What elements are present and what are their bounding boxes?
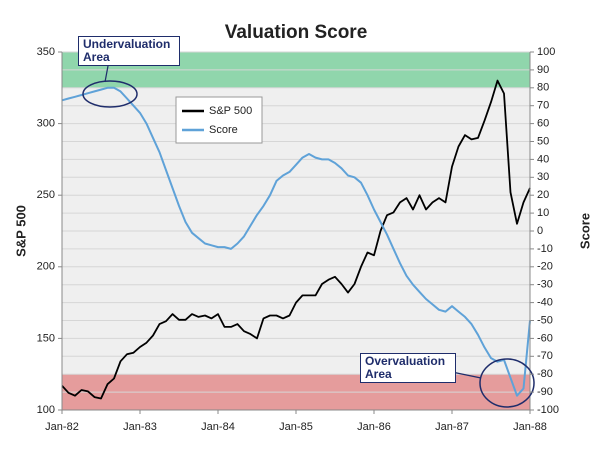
y-tick-label: 300 [37, 118, 55, 130]
y-tick-label: 200 [37, 261, 55, 273]
y2-tick-label: 40 [537, 153, 549, 165]
legend-box [175, 96, 263, 144]
y2-tick-label: -70 [537, 350, 553, 362]
y-axis-title: S&P 500 [13, 205, 28, 257]
y-tick-label: 350 [37, 46, 55, 58]
y-tick-label: 100 [37, 404, 55, 416]
x-tick-label: Jan-84 [201, 421, 235, 433]
callout-line [451, 371, 482, 379]
y2-tick-label: -60 [537, 332, 553, 344]
grid [62, 51, 530, 411]
series-line [61, 79, 531, 400]
y2-tick-label: 100 [537, 46, 555, 58]
callout-line [104, 65, 109, 83]
highlight-ellipse [82, 80, 138, 108]
y2-tick-label: 80 [537, 82, 549, 94]
annotation: Undervaluation Area [78, 36, 180, 66]
highlight-ellipse [479, 358, 535, 408]
y2-tick-label: -80 [537, 368, 553, 380]
y2-tick-label: 10 [537, 207, 549, 219]
y2-tick-label: 30 [537, 171, 549, 183]
y2-tick-label: 60 [537, 118, 549, 130]
y2-tick-label: -30 [537, 279, 553, 291]
legend: S&P 500 Score [175, 96, 263, 144]
y2-tick-label: 70 [537, 100, 549, 112]
y2-tick-label: 50 [537, 135, 549, 147]
y2-tick-label: 0 [537, 225, 543, 237]
y2-tick-label: -40 [537, 297, 553, 309]
x-tick-label: Jan-86 [357, 421, 391, 433]
x-tick-label: Jan-83 [123, 421, 157, 433]
y2-tick-label: -10 [537, 243, 553, 255]
x-tick-label: Jan-85 [279, 421, 313, 433]
chart-title: Valuation Score [225, 22, 368, 43]
series-line [61, 86, 531, 397]
legend-label: Score [209, 124, 238, 136]
annotation: Overvaluation Area [360, 353, 456, 383]
y2-tick-label: -90 [537, 386, 553, 398]
y2-tick-label: 90 [537, 64, 549, 76]
x-tick-label: Jan-88 [513, 421, 547, 433]
y-tick-label: 250 [37, 189, 55, 201]
x-tick-label: Jan-82 [45, 421, 79, 433]
y2-tick-label: -20 [537, 261, 553, 273]
y-tick-label: 150 [37, 332, 55, 344]
x-tick-label: Jan-87 [435, 421, 469, 433]
y2-tick-label: -50 [537, 314, 553, 326]
lines [61, 79, 531, 400]
legend-label: S&P 500 [209, 105, 252, 117]
y2-tick-label: -100 [537, 404, 559, 416]
y2-tick-label: 20 [537, 189, 549, 201]
y2-axis-title: Score [577, 213, 592, 249]
